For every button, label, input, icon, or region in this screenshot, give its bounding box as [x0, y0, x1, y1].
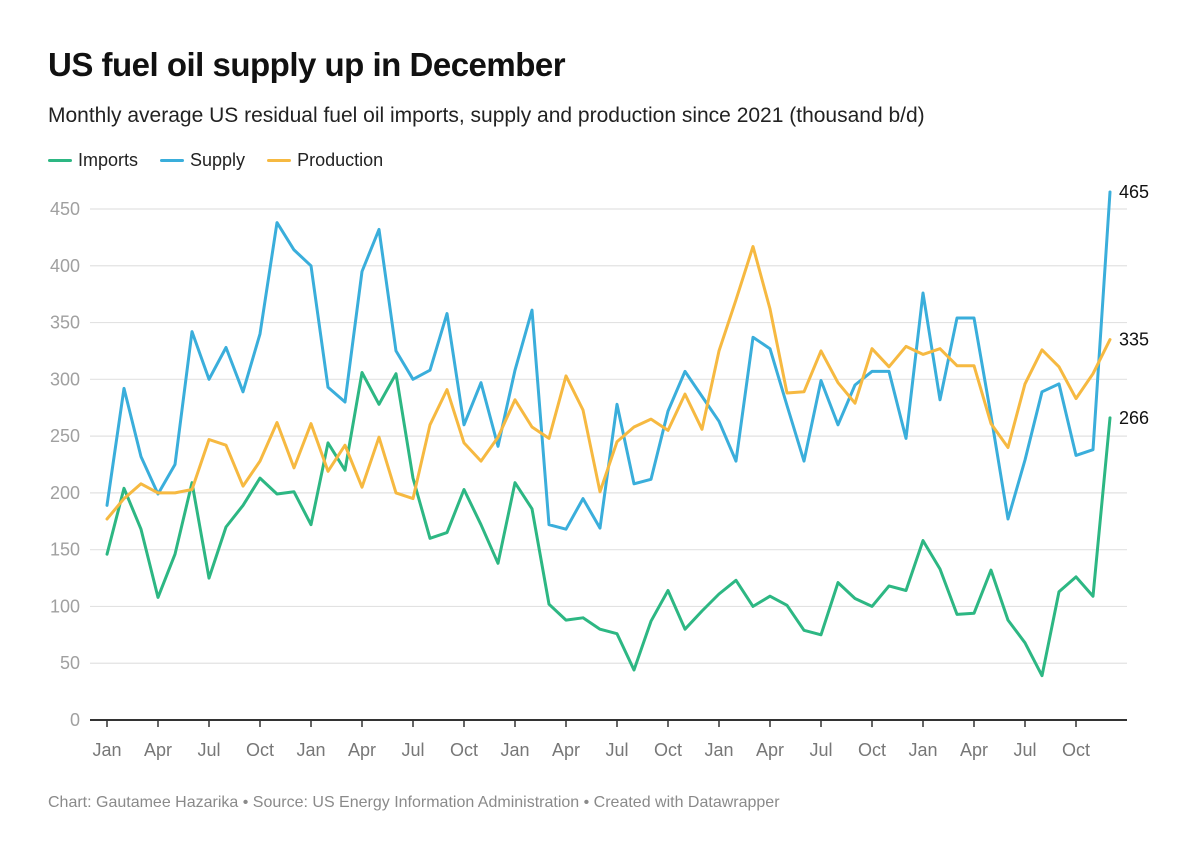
x-tick-label: Oct: [654, 740, 682, 760]
y-tick-label: 0: [70, 710, 80, 730]
legend-swatch-imports: [48, 159, 72, 162]
legend-label-supply: Supply: [190, 150, 246, 170]
gridlines: [90, 208, 1127, 664]
legend-label-imports: Imports: [78, 150, 139, 170]
end-label-supply: 465: [1119, 182, 1149, 202]
y-tick-label: 450: [50, 199, 80, 219]
y-tick-label: 100: [50, 596, 80, 616]
x-tick-label: Oct: [1062, 740, 1090, 760]
legend-item-production[interactable]: Production: [267, 150, 383, 171]
legend-label-production: Production: [297, 150, 384, 170]
y-tick-label: 350: [50, 313, 80, 333]
x-tick-label: Jul: [605, 740, 628, 760]
y-tick-label: 300: [50, 369, 80, 389]
legend-item-supply[interactable]: Supply: [160, 150, 245, 171]
y-tick-label: 200: [50, 483, 80, 503]
series-line-supply[interactable]: [105, 190, 1112, 531]
y-axis-ticks: 0 50 100 150 200 250 300 350 400 450: [50, 199, 80, 730]
y-tick-label: 400: [50, 256, 80, 276]
x-tick-label: Jan: [296, 740, 325, 760]
chart-title: US fuel oil supply up in December: [48, 46, 566, 83]
x-tick-label: Jan: [908, 740, 937, 760]
x-tick-label: Apr: [144, 740, 172, 760]
x-tick-label: Jul: [809, 740, 832, 760]
end-label-production: 335: [1119, 330, 1149, 350]
x-tick-label: Jul: [401, 740, 424, 760]
x-tick-label: Jan: [500, 740, 529, 760]
footer-credits: Chart: Gautamee Hazarika • Source: US En…: [48, 794, 780, 811]
x-tick-label: Oct: [858, 740, 886, 760]
x-tick-label: Apr: [960, 740, 988, 760]
x-tick-label: Oct: [450, 740, 478, 760]
x-tick-label: Jan: [704, 740, 733, 760]
y-tick-label: 50: [60, 653, 80, 673]
chart-subtitle: Monthly average US residual fuel oil imp…: [48, 104, 925, 127]
x-tick-label: Jul: [197, 740, 220, 760]
legend: Imports Supply Production: [48, 150, 383, 171]
x-tick-label: Apr: [756, 740, 784, 760]
x-tick-label: Oct: [246, 740, 274, 760]
y-tick-label: 250: [50, 426, 80, 446]
legend-item-imports[interactable]: Imports: [48, 150, 138, 171]
series-line-production[interactable]: [105, 245, 1112, 521]
series-lines: [105, 190, 1112, 678]
x-axis: Jan Apr Jul Oct Jan Apr Jul Oct Jan Apr Jul Oct Jan A…: [90, 719, 1127, 760]
x-tick-label: Apr: [348, 740, 376, 760]
legend-swatch-production: [267, 159, 292, 162]
end-label-imports: 266: [1119, 408, 1149, 428]
y-tick-label: 150: [50, 540, 80, 560]
x-tick-label: Jan: [92, 740, 121, 760]
legend-swatch-supply: [160, 159, 185, 162]
series-line-imports[interactable]: [105, 371, 1112, 678]
x-tick-label: Apr: [552, 740, 580, 760]
x-tick-label: Jul: [1013, 740, 1036, 760]
end-labels: 266 465 335: [1119, 182, 1149, 428]
